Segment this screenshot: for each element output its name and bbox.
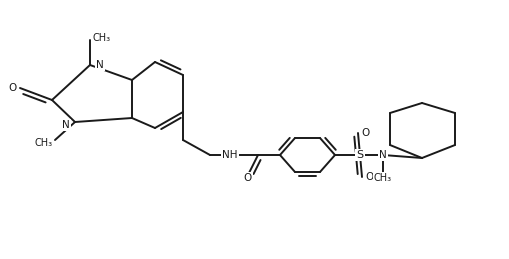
Text: N: N — [96, 60, 104, 70]
Text: O: O — [361, 128, 369, 138]
Text: S: S — [356, 150, 363, 160]
Text: O: O — [244, 173, 252, 183]
Text: CH₃: CH₃ — [35, 138, 53, 148]
Text: NH: NH — [222, 150, 238, 160]
Text: N: N — [62, 120, 70, 130]
Text: CH₃: CH₃ — [374, 173, 392, 183]
Text: N: N — [379, 150, 387, 160]
Text: O: O — [9, 83, 17, 93]
Text: O: O — [365, 172, 373, 182]
Text: CH₃: CH₃ — [92, 33, 110, 43]
